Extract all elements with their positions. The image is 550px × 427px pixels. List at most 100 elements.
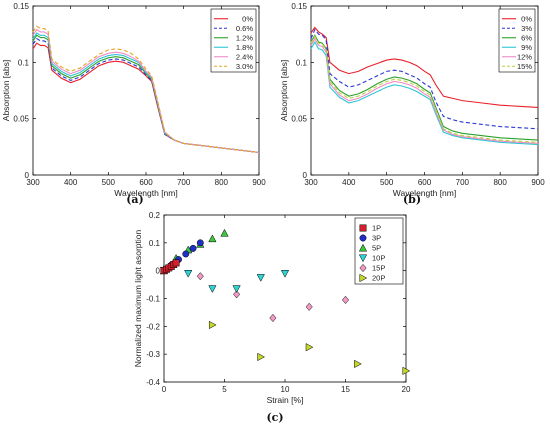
x-tick-label: 600 <box>139 178 153 187</box>
data-point-15P-2 <box>233 290 241 299</box>
x-tick-label: 800 <box>493 178 507 187</box>
y-tick-label: 0.1 <box>296 58 308 67</box>
legend-label: 1.8% <box>236 43 253 52</box>
y-tick-label: 0 <box>25 171 30 180</box>
y-axis-label: Absorption [abs] <box>1 60 11 121</box>
data-point-20P-2 <box>257 352 266 362</box>
x-axis-label: Wavelength [nm] <box>393 188 456 198</box>
y-axis-label: Absorption [abs] <box>279 60 289 121</box>
x-tick-label: 800 <box>215 178 229 187</box>
legend-label: 9% <box>521 43 532 52</box>
data-point-3P-4 <box>189 244 197 252</box>
legend-label: 5P <box>372 244 381 253</box>
x-tick-label: 10 <box>281 385 290 394</box>
legend-label: 3% <box>521 24 532 33</box>
legend: 0%0.6%1.2%1.8%2.4%3.0% <box>210 8 257 73</box>
x-tick-label: 900 <box>252 178 266 187</box>
data-point-3P-5 <box>196 239 204 247</box>
legend-label: 3P <box>372 234 381 243</box>
x-tick-label: 900 <box>531 178 545 187</box>
data-point-5P-4 <box>208 234 217 243</box>
x-tick-label: 0 <box>162 385 167 394</box>
data-point-10P-4 <box>256 274 265 282</box>
data-point-10P-5 <box>280 270 290 278</box>
y-tick-label: 0.1 <box>18 58 30 67</box>
chart-panel-2: 0 5 10 15 20 -0.4 -0.3 -0.2 -0.1 0 0.1 0.2 Strain [%… <box>133 211 411 424</box>
x-axis-label: Wavelength [nm] <box>114 188 177 198</box>
legend-label: 12% <box>517 52 532 61</box>
x-tick-label: 300 <box>26 178 40 187</box>
legend-label: 10P <box>372 254 385 263</box>
data-point-20P-3 <box>305 343 314 352</box>
y-tick-label: 0 <box>156 267 161 276</box>
y-axis-label: Normalized maximum light asorption <box>133 229 143 367</box>
legend-marker <box>359 273 368 283</box>
legend-marker <box>359 224 367 232</box>
data-point-15P-4 <box>305 302 313 311</box>
y-tick-label: -0.3 <box>146 350 160 359</box>
x-axis-label: Strain [%] <box>267 395 304 405</box>
data-point-10P-3 <box>232 285 241 293</box>
series-line-5 <box>310 35 539 143</box>
legend-label: 0.6% <box>236 24 253 33</box>
data-point-15P-3 <box>269 313 277 323</box>
data-point-20P-5 <box>402 366 411 375</box>
legend-label: 6% <box>521 33 532 42</box>
x-tick-label: 400 <box>64 178 78 187</box>
data-point-5P-5 <box>220 228 229 237</box>
series-line-1 <box>310 28 539 130</box>
legend-label: 0% <box>521 14 532 23</box>
data-point-15P-1 <box>196 272 204 281</box>
y-tick-label: 0.05 <box>13 115 29 124</box>
legend-marker <box>359 234 367 242</box>
legend-marker <box>358 243 368 252</box>
y-tick-label: 0.15 <box>291 2 307 11</box>
x-tick-label: 15 <box>341 385 350 394</box>
x-tick-label: 500 <box>380 178 394 187</box>
y-tick-label: -0.2 <box>146 322 160 331</box>
legend-box <box>498 8 536 73</box>
legend-marker <box>359 263 367 273</box>
x-tick-label: 700 <box>456 178 470 187</box>
legend-label: 15% <box>517 62 532 71</box>
legend-label: 20P <box>372 274 385 283</box>
x-tick-label: 400 <box>342 178 356 187</box>
y-tick-label: 0.2 <box>149 211 161 220</box>
y-tick-label: 0.15 <box>13 2 29 11</box>
x-tick-label: 700 <box>177 178 191 187</box>
panel-caption: (a) <box>126 193 144 206</box>
data-point-10P-1 <box>184 270 193 278</box>
data-point-1P-5 <box>172 259 180 267</box>
y-tick-label: 0.1 <box>149 239 161 248</box>
legend-label: 1P <box>372 224 381 233</box>
legend-marker <box>358 254 368 263</box>
x-tick-label: 600 <box>418 178 432 187</box>
legend-label: 15P <box>372 264 385 273</box>
data-point-3P-3 <box>182 250 190 258</box>
series-line-5 <box>32 25 260 154</box>
legend-label: 1.2% <box>236 33 253 42</box>
y-tick-label: 0 <box>303 171 308 180</box>
data-point-20P-4 <box>354 359 362 369</box>
panel-caption: (b) <box>403 193 421 206</box>
data-point-15P-5 <box>341 295 350 304</box>
legend-label: 3.0% <box>236 62 253 71</box>
chart-panel-0: 300 400 500 600 700 800 900 0 0.05 0.1 0.15 Wavelen… <box>1 2 266 206</box>
legend-label: 0% <box>242 14 253 23</box>
chart-panel-1: 300 400 500 600 700 800 900 0 0.05 0.1 0.15 Wavelen… <box>279 2 545 206</box>
legend-box <box>210 8 257 73</box>
data-point-20P-1 <box>208 320 217 330</box>
y-tick-label: -0.4 <box>146 378 160 387</box>
y-tick-label: 0.05 <box>291 115 307 124</box>
y-tick-label: -0.1 <box>146 295 160 304</box>
x-tick-label: 300 <box>304 178 318 187</box>
x-tick-label: 5 <box>222 385 227 394</box>
x-tick-label: 500 <box>102 178 116 187</box>
x-tick-label: 20 <box>402 385 411 394</box>
legend-label: 2.4% <box>236 52 253 61</box>
data-point-10P-2 <box>208 285 217 293</box>
legend: 0%3%6%9%12%15% <box>498 8 536 73</box>
panel-caption: (c) <box>266 411 283 424</box>
